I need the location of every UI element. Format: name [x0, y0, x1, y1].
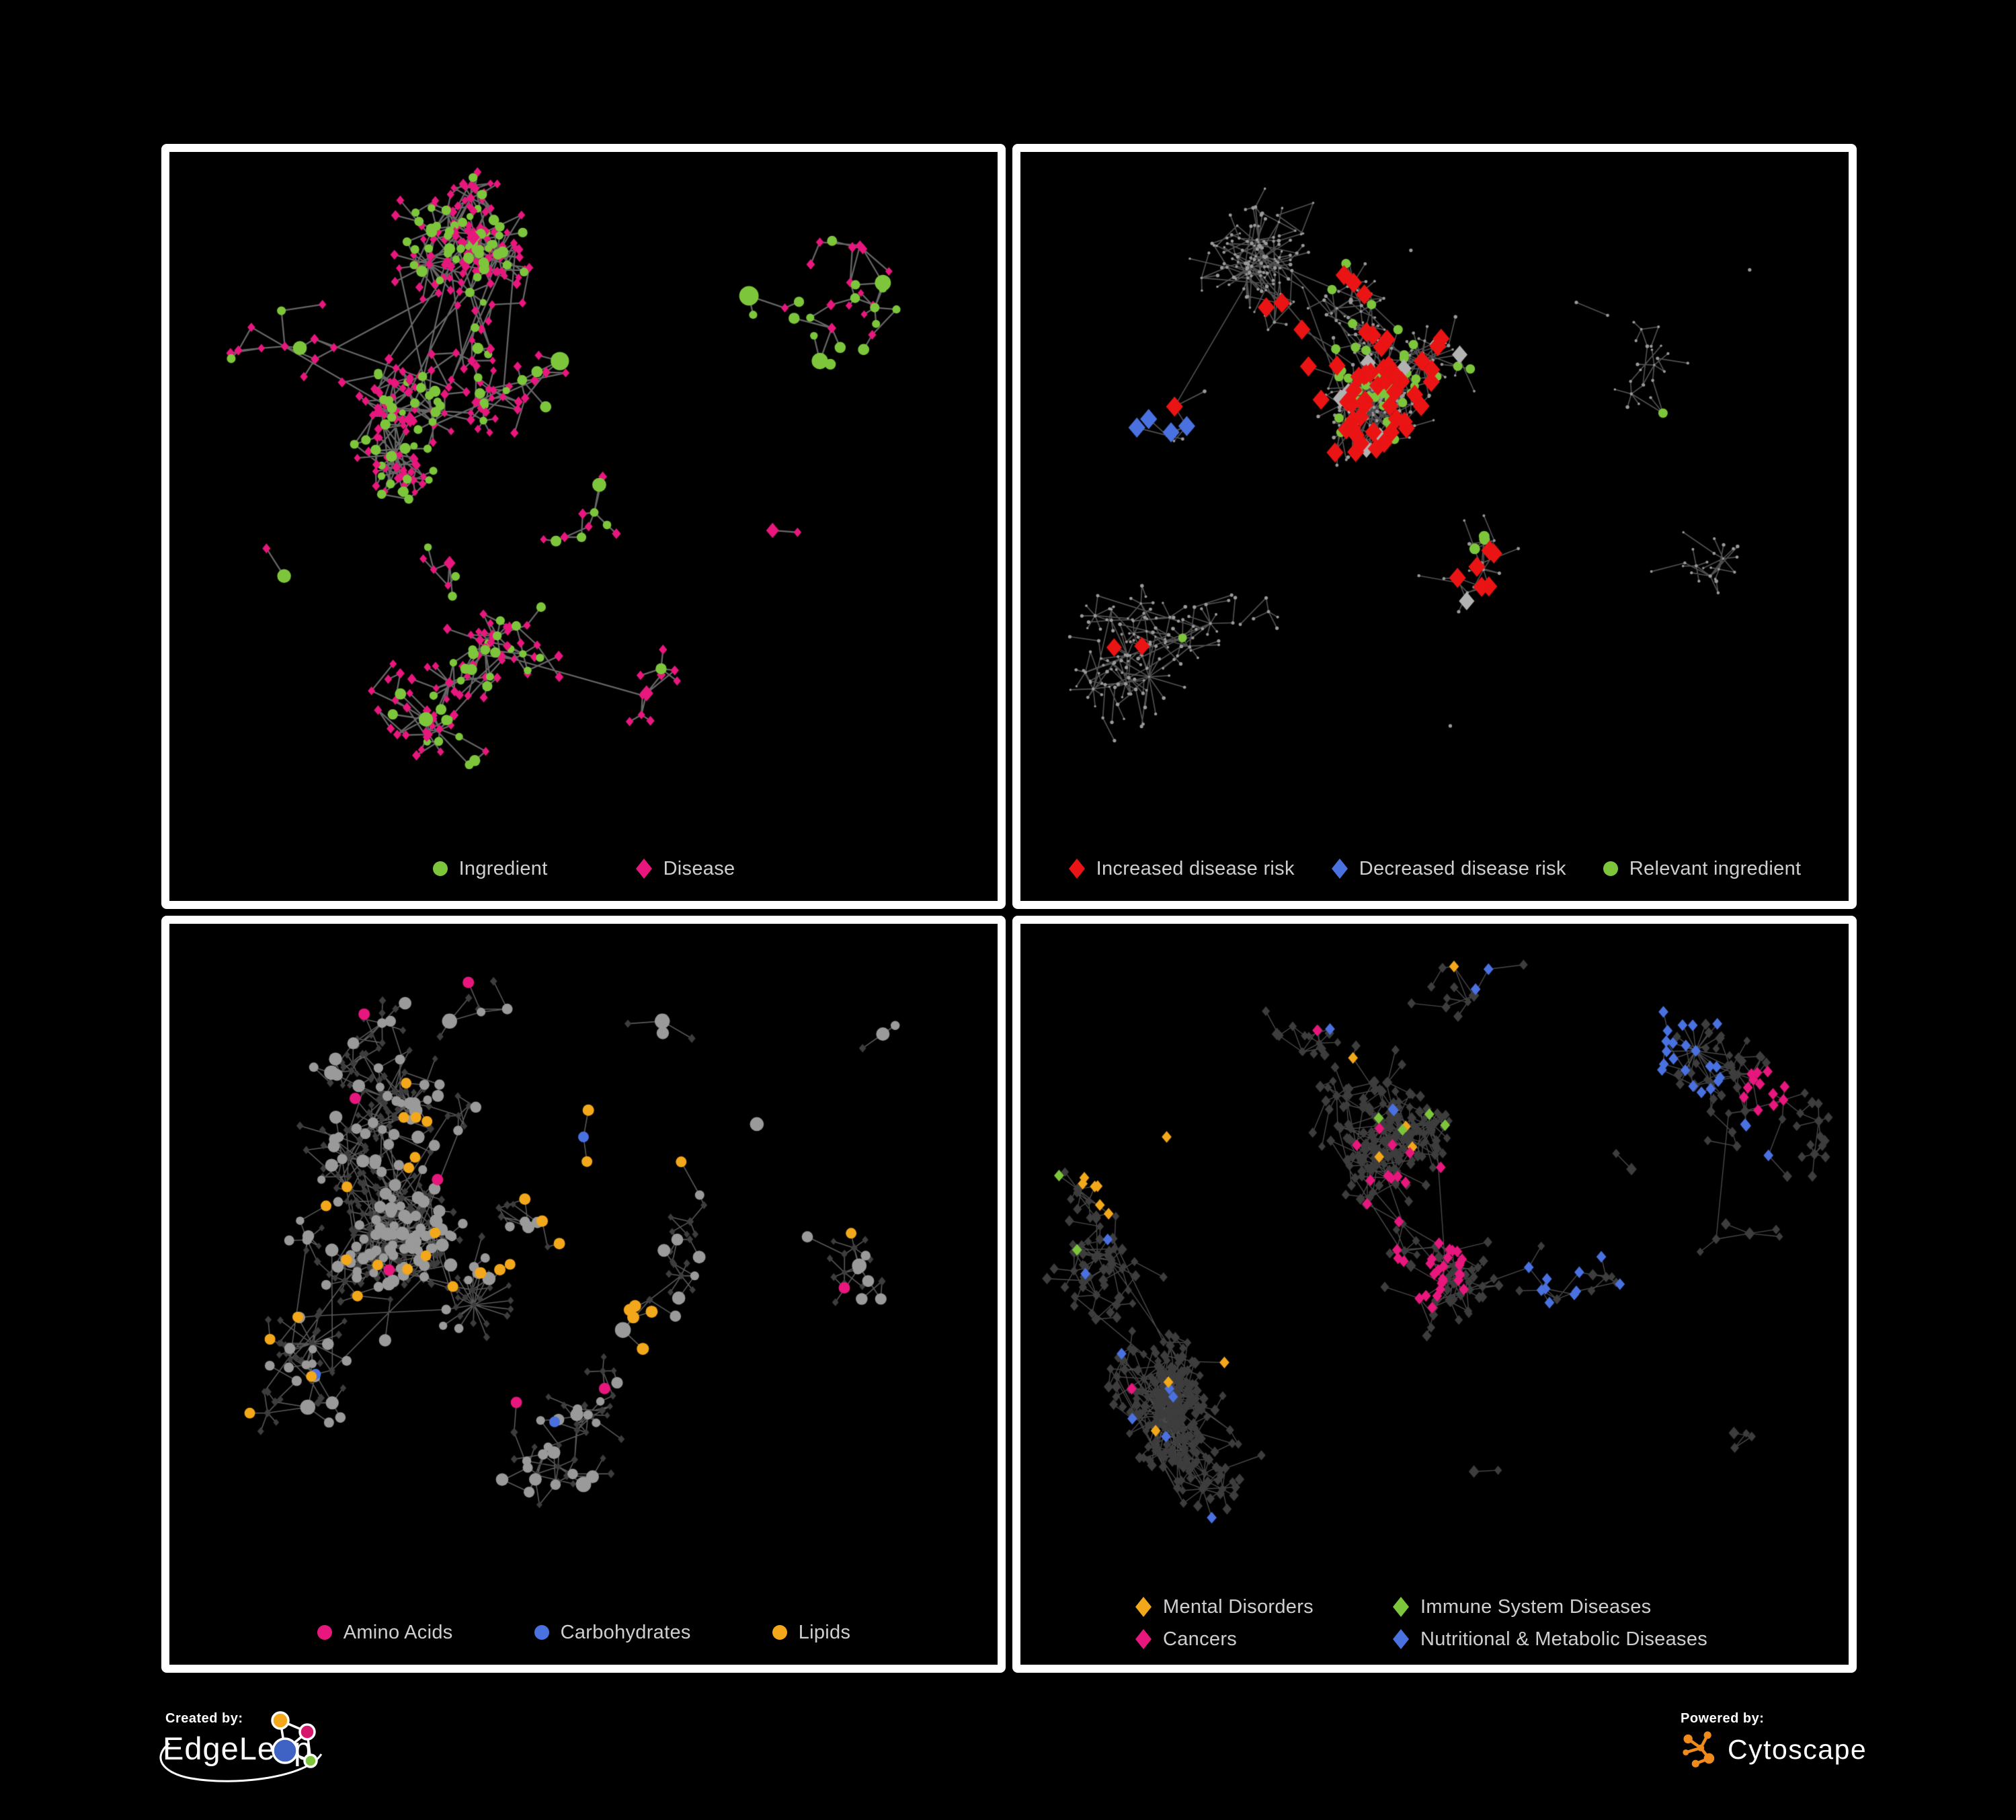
disease-classes-network-canvas — [1020, 924, 1849, 1665]
disease-risk-network-canvas — [1020, 152, 1849, 901]
cytoscape-logo-icon — [1683, 1731, 1715, 1768]
circle-marker-icon — [432, 861, 448, 877]
ingredient-disease-network-canvas — [169, 152, 998, 901]
panel-disease-risk: Increased disease risk Decreased disease … — [1012, 144, 1857, 909]
diamond-marker-icon — [1331, 859, 1348, 879]
legend-label: Mental Disorders — [1163, 1595, 1314, 1618]
legend-ingredient-disease: Ingredient Disease — [169, 853, 998, 885]
diamond-marker-icon — [635, 859, 653, 879]
legend-label: Lipids — [798, 1621, 851, 1643]
panel-nutrient-classes: Amino Acids Carbohydrates Lipids — [161, 916, 1006, 1673]
legend-label: Increased disease risk — [1096, 857, 1295, 879]
legend-item-decreased-disease-risk: Decreased disease risk — [1331, 858, 1566, 880]
edgeleap-logo-icon — [159, 1711, 323, 1782]
legend-label: Carbohydrates — [560, 1621, 691, 1643]
legend-item-relevant-ingredient: Relevant ingredient — [1603, 858, 1802, 880]
circle-marker-icon — [534, 1624, 550, 1640]
legend-disease-classes: Mental Disorders Immune System Diseases Ca… — [1020, 1588, 1849, 1658]
circle-marker-icon — [1603, 861, 1619, 877]
legend-item-cancers: Cancers — [1135, 1623, 1392, 1655]
legend-label: Relevant ingredient — [1629, 857, 1802, 879]
legend-item-lipids: Lipids — [772, 1622, 851, 1644]
edgeleap-credit: Created by: EdgeLeap — [156, 1711, 337, 1792]
powered-by-label: Powered by: — [1681, 1711, 1765, 1726]
legend-label: Immune System Diseases — [1420, 1595, 1652, 1618]
legend-item-nutritional-metabolic-diseases: Nutritional & Metabolic Diseases — [1392, 1623, 1707, 1655]
legend-disease-risk: Increased disease risk Decreased disease … — [1020, 853, 1849, 885]
legend-label: Cancers — [1163, 1628, 1238, 1650]
circle-marker-icon — [317, 1624, 333, 1640]
cytoscape-credit: Powered by: Cytoscape — [1681, 1711, 1909, 1785]
legend-item-increased-disease-risk: Increased disease risk — [1068, 858, 1295, 880]
diamond-marker-icon — [1135, 1597, 1152, 1617]
legend-label: Ingredient — [458, 857, 548, 879]
legend-item-ingredient: Ingredient — [432, 858, 548, 880]
diamond-marker-icon — [1068, 859, 1086, 879]
legend-item-amino-acids: Amino Acids — [317, 1622, 453, 1644]
legend-item-carbohydrates: Carbohydrates — [534, 1622, 691, 1644]
legend-item-immune-system-diseases: Immune System Diseases — [1392, 1591, 1707, 1623]
diamond-marker-icon — [1392, 1597, 1410, 1617]
legend-label: Nutritional & Metabolic Diseases — [1420, 1628, 1708, 1650]
legend-item-mental-disorders: Mental Disorders — [1135, 1591, 1392, 1623]
diamond-marker-icon — [1392, 1629, 1410, 1649]
legend-label: Amino Acids — [343, 1621, 453, 1643]
circle-marker-icon — [772, 1624, 788, 1640]
panel-ingredient-disease: Ingredient Disease — [161, 144, 1006, 909]
diamond-marker-icon — [1135, 1629, 1152, 1649]
legend-nutrient-classes: Amino Acids Carbohydrates Lipids — [169, 1616, 998, 1649]
panel-disease-classes: Mental Disorders Immune System Diseases Ca… — [1012, 916, 1857, 1673]
legend-item-disease: Disease — [635, 858, 735, 880]
cytoscape-logo-text: Cytoscape — [1728, 1733, 1867, 1765]
nutrient-classes-network-canvas — [169, 924, 998, 1665]
created-by-label: Created by: — [165, 1711, 243, 1726]
legend-label: Disease — [663, 857, 735, 879]
legend-label: Decreased disease risk — [1359, 857, 1566, 879]
